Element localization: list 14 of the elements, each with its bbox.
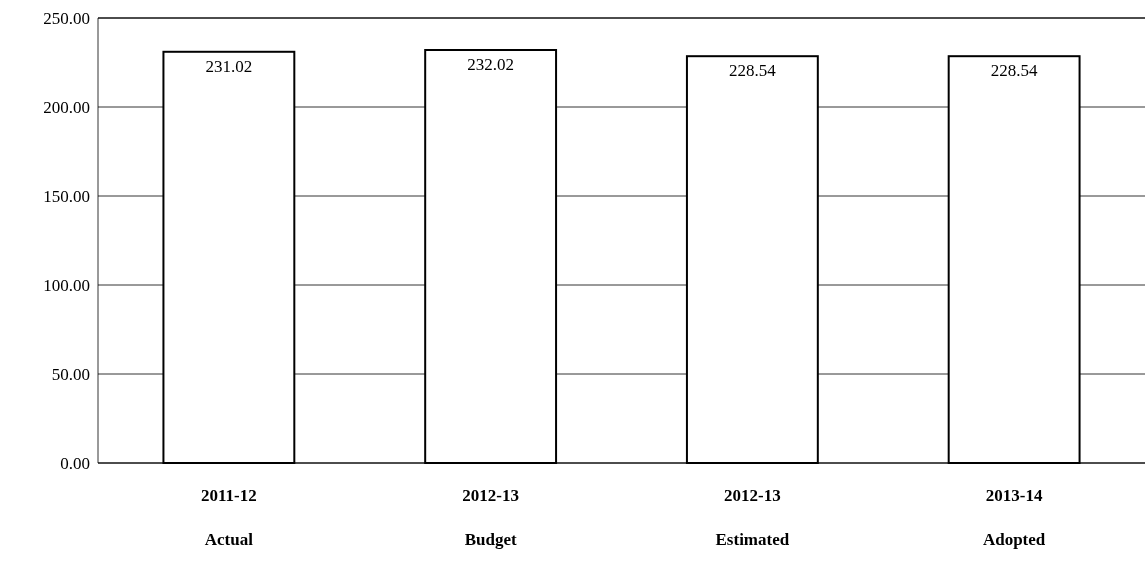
category-label: 2012-13 Budget — [462, 486, 519, 549]
y-tick-label: 50.00 — [51, 364, 90, 384]
category-label: 2012-13 Estimated — [715, 486, 790, 549]
y-tick-label: 0.00 — [60, 453, 90, 473]
y-tick-label: 150.00 — [43, 186, 90, 206]
y-tick-label: 100.00 — [43, 275, 90, 295]
data-label: 228.54 — [990, 61, 1038, 81]
y-tick-label: 250.00 — [43, 8, 90, 28]
category-label: 2013-14 Adopted — [982, 486, 1046, 549]
category-label: 2011-12 Actual — [201, 486, 257, 549]
data-label: 232.02 — [467, 55, 514, 74]
y-tick-label: 200.00 — [43, 97, 90, 117]
data-label: 228.54 — [729, 61, 777, 81]
data-label: 231.02 — [205, 56, 253, 76]
